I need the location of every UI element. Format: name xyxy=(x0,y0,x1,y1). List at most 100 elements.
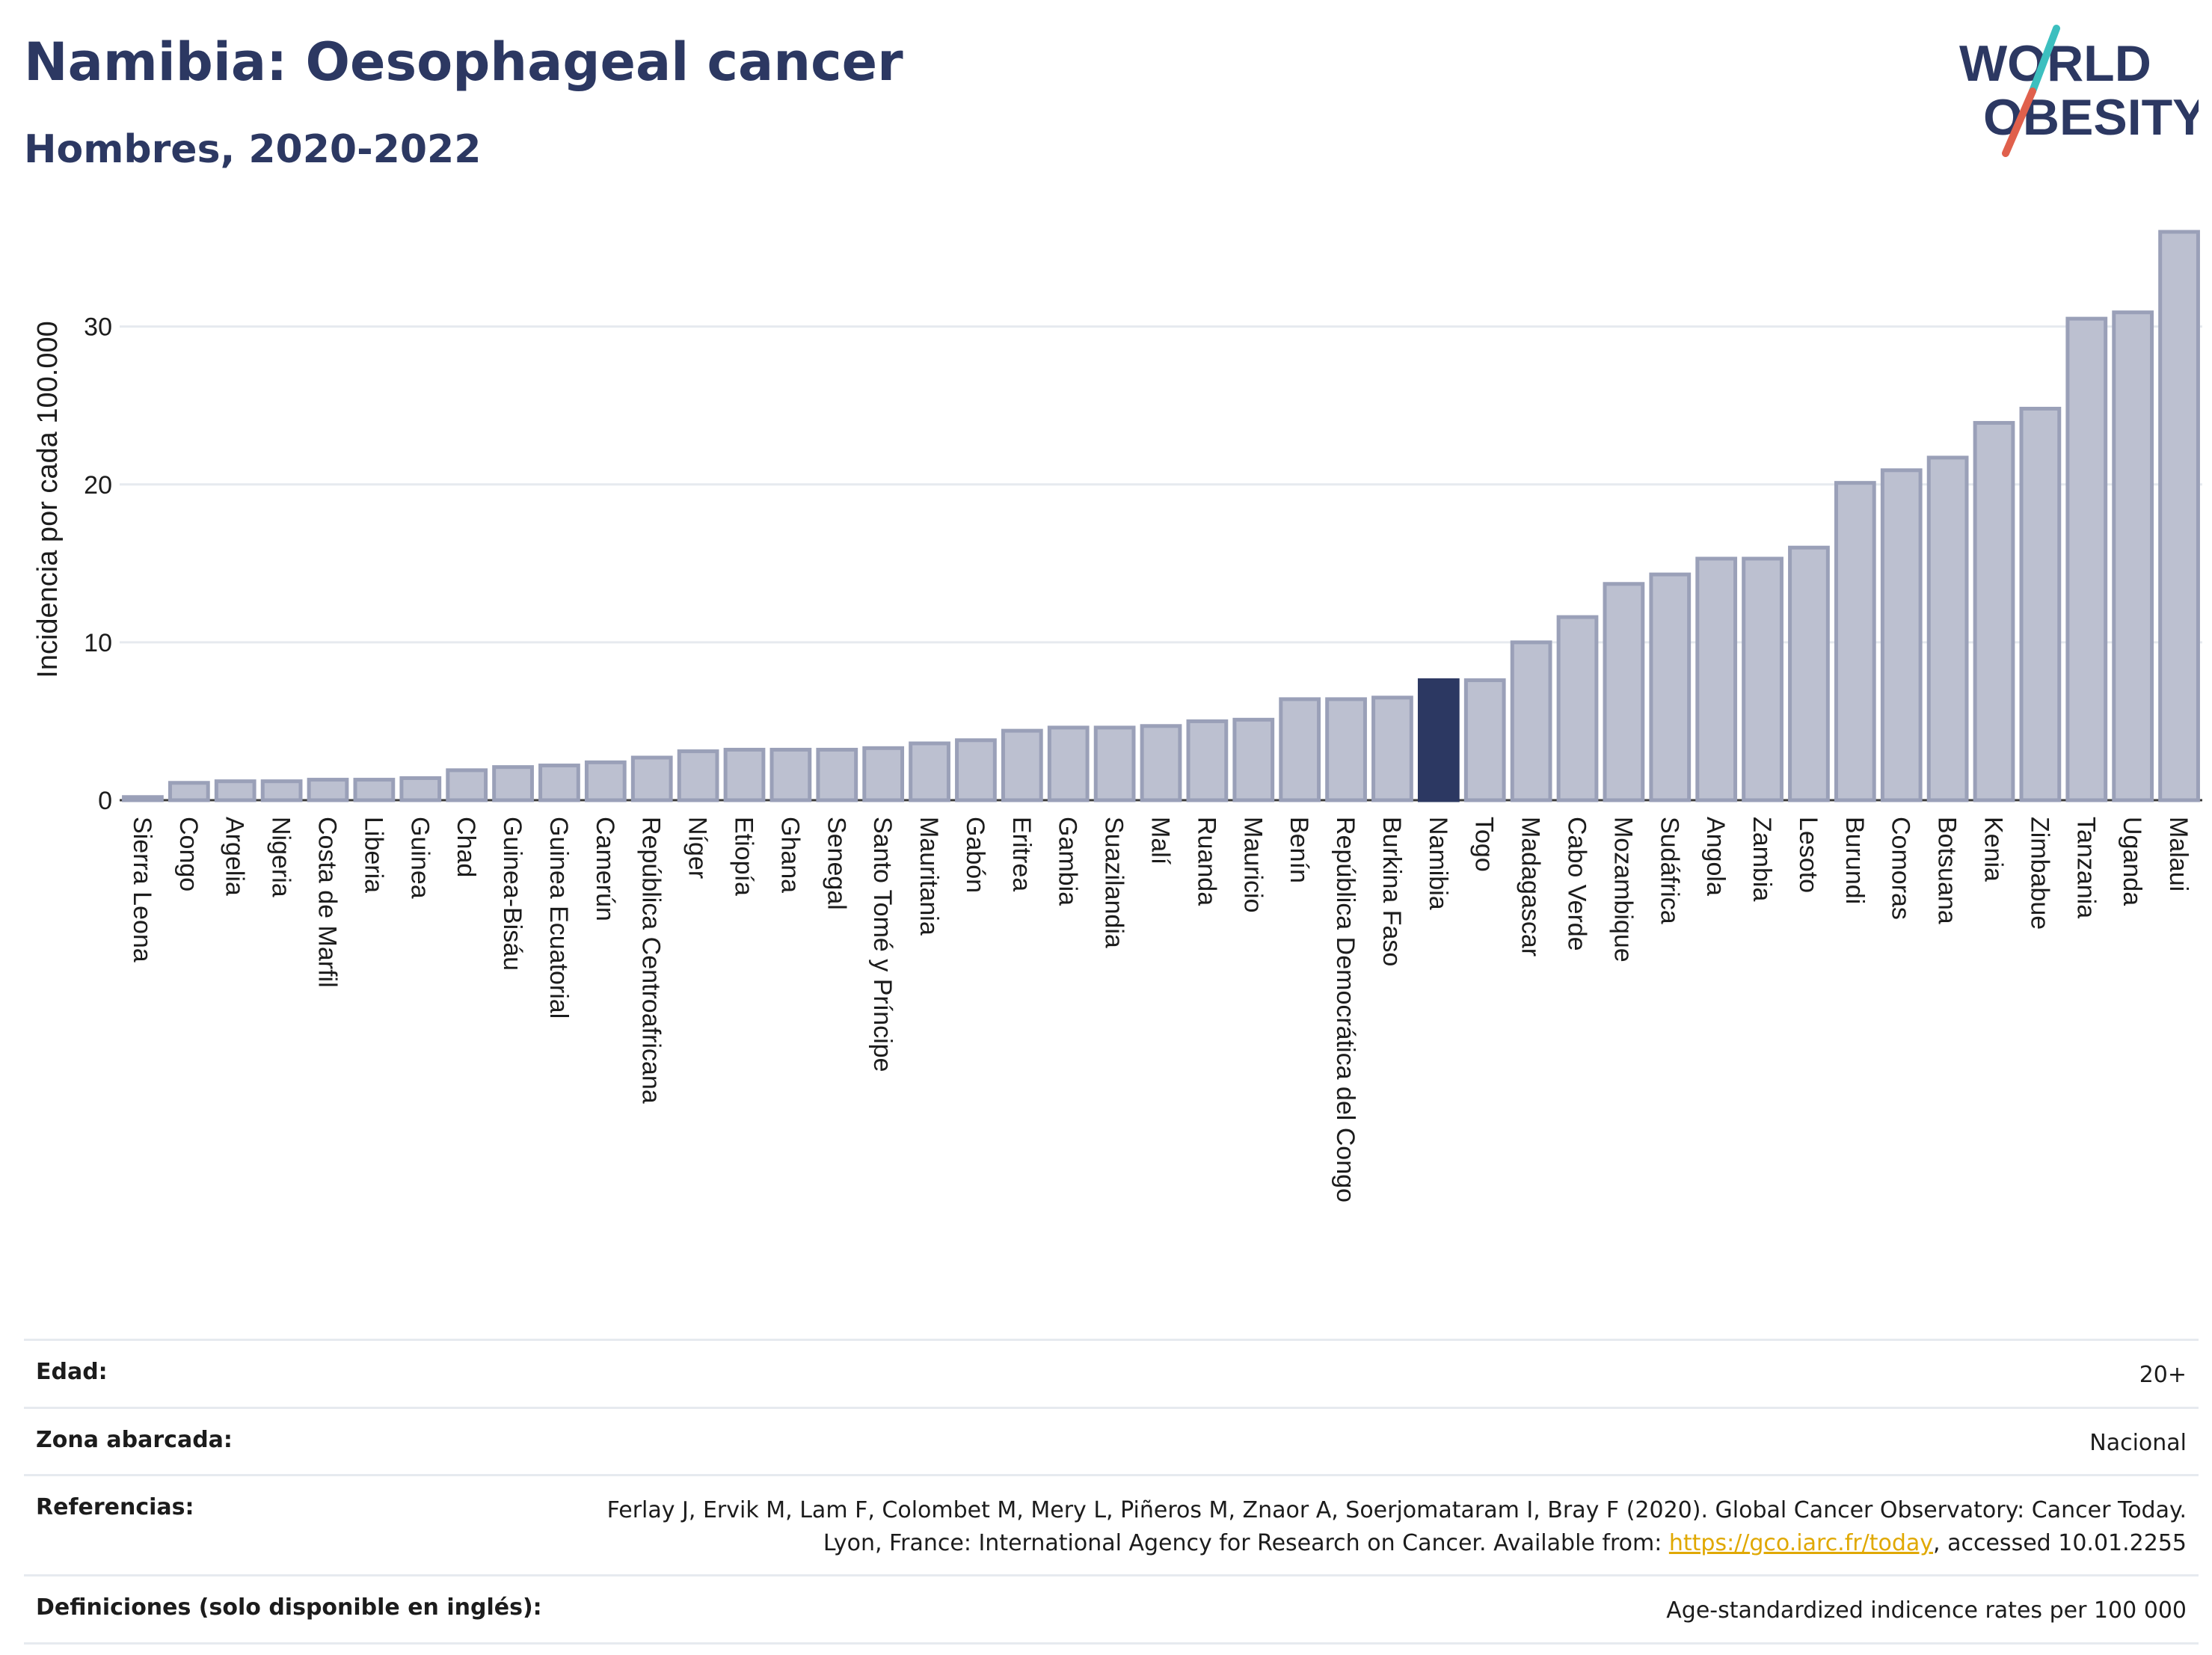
axis-ticks: 0 10 20 30 xyxy=(84,313,112,815)
bar-zimbabue[interactable] xyxy=(2019,406,2062,802)
bar-togo[interactable] xyxy=(1463,678,1506,802)
y-tick-label: 10 xyxy=(84,629,112,657)
references-value: Ferlay J, Ervik M, Lam F, Colombet M, Me… xyxy=(541,1494,2187,1559)
bar-chad[interactable] xyxy=(446,768,488,802)
x-tick-label: Congo xyxy=(174,817,203,891)
bar-gambia[interactable] xyxy=(1047,725,1090,802)
age-label: Edad: xyxy=(36,1359,108,1385)
bar-kenia[interactable] xyxy=(1973,420,2015,802)
bar-angola[interactable] xyxy=(1695,556,1738,802)
bar-república-centroafricana[interactable] xyxy=(630,755,673,802)
x-tick-label: Santo Tomé y Príncipe xyxy=(868,817,897,1072)
x-tick-label: Suazilandia xyxy=(1100,817,1128,948)
x-tick-label: Comoras xyxy=(1887,817,1915,920)
x-tick-label: Argelia xyxy=(221,817,249,896)
bar-congo[interactable] xyxy=(168,781,210,802)
bar-benín[interactable] xyxy=(1279,697,1321,802)
bar-nigeria[interactable] xyxy=(260,779,303,802)
logo-text-world: WORLD xyxy=(1959,35,2151,92)
bar-guinea[interactable] xyxy=(399,776,442,802)
info-row-area: Zona abarcada: Nacional xyxy=(24,1406,2199,1475)
x-tick-label: Angola xyxy=(1701,817,1730,896)
bar-senegal[interactable] xyxy=(816,747,858,802)
x-tick-label: Liberia xyxy=(359,817,387,893)
bar-mozambique[interactable] xyxy=(1603,582,1645,802)
page-subtitle: Hombres, 2020-2022 xyxy=(24,127,482,172)
references-accessed: , accessed 10.01.2255 xyxy=(1933,1529,2187,1556)
area-value: Nacional xyxy=(2089,1429,2187,1456)
bar-ruanda[interactable] xyxy=(1186,719,1229,802)
bar-tanzania[interactable] xyxy=(2065,316,2108,802)
x-tick-label: Nigeria xyxy=(267,817,295,897)
references-text: Ferlay J, Ervik M, Lam F, Colombet M, Me… xyxy=(606,1497,2187,1556)
bar-madagascar[interactable] xyxy=(1510,640,1552,802)
bar-mauritania[interactable] xyxy=(909,741,950,802)
category-labels: Sierra Leona Congo Argelia Nigeria Costa de … xyxy=(128,817,2193,1203)
bar-liberia[interactable] xyxy=(353,778,396,802)
x-tick-label: Gabón xyxy=(961,817,989,893)
definitions-label: Definiciones (solo disponible en inglés)… xyxy=(36,1594,542,1621)
bar-costa-de-marfil[interactable] xyxy=(307,778,349,802)
x-tick-label: Burundi xyxy=(1840,817,1869,904)
x-tick-label: Etiopía xyxy=(730,817,758,896)
bar-burundi[interactable] xyxy=(1834,481,1876,802)
bar-gabón[interactable] xyxy=(955,738,997,802)
bar-comoras[interactable] xyxy=(1880,468,1923,802)
bar-malí[interactable] xyxy=(1140,724,1182,802)
info-row-definitions: Definiciones (solo disponible en inglés)… xyxy=(24,1574,2199,1645)
x-tick-label: Ghana xyxy=(775,817,804,893)
bar-etiopía[interactable] xyxy=(723,747,766,802)
bar-uganda[interactable] xyxy=(2112,310,2154,802)
definitions-value: Age-standardized indicence rates per 100… xyxy=(1666,1597,2187,1624)
x-tick-label: Mozambique xyxy=(1609,817,1637,962)
bar-sierra-leona[interactable] xyxy=(122,795,164,802)
bar-mauricio[interactable] xyxy=(1232,717,1275,802)
bar-ghana[interactable] xyxy=(769,747,812,802)
x-tick-label: Burkina Faso xyxy=(1377,817,1406,966)
info-row-references: Referencias: Ferlay J, Ervik M, Lam F, C… xyxy=(24,1474,2199,1574)
x-tick-label: Uganda xyxy=(2118,817,2146,906)
y-tick-label: 20 xyxy=(84,471,112,500)
bar-santo-tomé-y-príncipe[interactable] xyxy=(862,746,905,802)
x-tick-label: Kenia xyxy=(1979,817,2008,882)
bar-camerún[interactable] xyxy=(584,760,627,802)
info-table: Edad: 20+ Zona abarcada: Nacional Refere… xyxy=(24,1339,2199,1645)
bar-república-democrática-del-congo[interactable] xyxy=(1325,697,1367,802)
x-tick-label: Eritrea xyxy=(1007,817,1036,891)
bar-botsuana[interactable] xyxy=(1926,455,1969,802)
references-link[interactable]: https://gco.iarc.fr/today xyxy=(1668,1529,1934,1556)
bar-malaui[interactable] xyxy=(2158,230,2200,802)
area-label: Zona abarcada: xyxy=(36,1426,233,1453)
bar-guinea-ecuatorial[interactable] xyxy=(538,764,580,802)
bar-guinea-bisáu[interactable] xyxy=(492,765,534,802)
bar-burkina-faso[interactable] xyxy=(1371,696,1413,802)
bar-namibia[interactable] xyxy=(1417,678,1460,802)
x-tick-label: Botsuana xyxy=(1933,817,1961,924)
y-axis-label: Incidencia por cada 100.000 xyxy=(32,321,64,678)
x-tick-label: Ruanda xyxy=(1192,817,1220,906)
bar-cabo-verde[interactable] xyxy=(1556,615,1599,802)
x-tick-label: Benín xyxy=(1285,817,1313,883)
bar-eritrea[interactable] xyxy=(1001,728,1043,802)
info-row-age: Edad: 20+ xyxy=(24,1339,2199,1407)
world-obesity-logo[interactable]: WORLD OBESITY xyxy=(1944,22,2199,157)
bar-suazilandia[interactable] xyxy=(1093,725,1136,802)
x-tick-label: Tanzania xyxy=(2071,817,2100,918)
logo-slash-red xyxy=(2002,87,2036,157)
x-tick-label: Mauricio xyxy=(1238,817,1267,912)
x-tick-label: Costa de Marfil xyxy=(313,817,342,988)
bar-níger[interactable] xyxy=(677,749,719,802)
page-title: Namibia: Oesophageal cancer xyxy=(24,31,903,93)
bar-argelia[interactable] xyxy=(214,779,256,802)
bar-sudáfrica[interactable] xyxy=(1649,572,1692,802)
x-tick-label: Chad xyxy=(452,817,480,877)
age-value: 20+ xyxy=(2139,1362,2187,1388)
x-tick-label: Gambia xyxy=(1054,817,1082,906)
references-label: Referencias: xyxy=(36,1494,194,1520)
x-tick-label: República Centroafricana xyxy=(637,817,666,1104)
x-tick-label: Níger xyxy=(683,817,712,879)
x-tick-label: Lesoto xyxy=(1794,817,1822,893)
bar-zambia[interactable] xyxy=(1742,556,1784,802)
bar-lesoto[interactable] xyxy=(1788,545,1830,802)
logo-slash-teal xyxy=(2029,25,2060,95)
